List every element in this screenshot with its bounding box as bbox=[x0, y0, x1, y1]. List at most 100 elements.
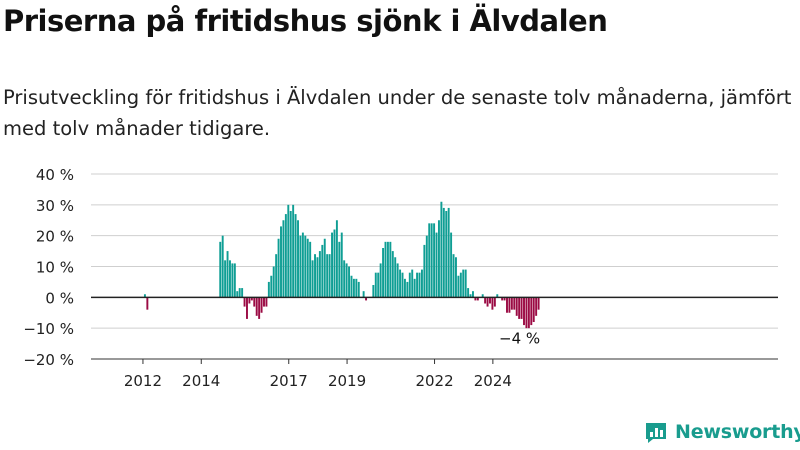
bar bbox=[508, 297, 511, 313]
x-tick-label: 2017 bbox=[270, 372, 308, 390]
bar bbox=[406, 281, 409, 298]
bar bbox=[386, 241, 389, 298]
bar bbox=[510, 297, 513, 310]
bar bbox=[338, 241, 341, 298]
bar bbox=[282, 220, 285, 298]
bar bbox=[493, 297, 496, 307]
bar bbox=[489, 297, 491, 304]
bar bbox=[413, 278, 416, 298]
y-tick-label: −20 % bbox=[23, 351, 74, 369]
brand-name: Newsworthy bbox=[675, 421, 800, 443]
bar bbox=[374, 272, 377, 298]
bar bbox=[403, 278, 406, 298]
bar bbox=[238, 288, 241, 298]
bar bbox=[306, 238, 309, 298]
bar bbox=[535, 297, 538, 316]
bar bbox=[297, 220, 299, 298]
bar bbox=[440, 201, 443, 298]
bar bbox=[318, 251, 321, 298]
bar bbox=[467, 288, 470, 298]
y-tick-label: 0 % bbox=[45, 289, 74, 307]
bar bbox=[503, 297, 506, 301]
bar bbox=[352, 278, 355, 298]
bar bbox=[267, 281, 270, 298]
bar bbox=[241, 288, 244, 298]
bar bbox=[372, 285, 375, 298]
bar bbox=[348, 266, 351, 298]
bar bbox=[496, 294, 499, 298]
bar bbox=[365, 297, 368, 301]
bar bbox=[459, 272, 462, 298]
bar bbox=[340, 232, 343, 298]
bar bbox=[416, 272, 419, 298]
bar bbox=[384, 241, 387, 298]
bar bbox=[331, 232, 333, 298]
bar bbox=[263, 297, 265, 307]
bar bbox=[401, 272, 404, 298]
y-tick-label: 40 % bbox=[36, 166, 74, 184]
bar bbox=[229, 260, 231, 298]
bar bbox=[450, 232, 453, 298]
bar bbox=[513, 297, 516, 310]
bar bbox=[428, 223, 431, 298]
bar bbox=[355, 278, 358, 298]
bar bbox=[233, 263, 236, 298]
bar bbox=[270, 275, 273, 298]
bar bbox=[272, 266, 275, 298]
bar bbox=[447, 207, 450, 298]
newsworthy-logo-icon bbox=[646, 423, 666, 443]
bar bbox=[462, 269, 465, 298]
bar bbox=[484, 297, 487, 304]
chart-subtitle: Prisutveckling för fritidshus i Älvdalen… bbox=[3, 86, 792, 140]
bar bbox=[258, 297, 261, 319]
bar bbox=[292, 204, 295, 298]
bar bbox=[231, 263, 234, 298]
bar bbox=[474, 297, 477, 301]
bar bbox=[537, 297, 540, 310]
bar bbox=[219, 241, 222, 298]
bar bbox=[260, 297, 263, 313]
bar bbox=[326, 254, 329, 298]
axis-labels: −20 % −10 % 0 % 10 % 20 % 30 % 40 % 2012 2014 201… bbox=[23, 166, 541, 390]
bar bbox=[486, 297, 489, 307]
bar bbox=[350, 275, 353, 298]
bar bbox=[501, 297, 504, 301]
bar bbox=[527, 297, 530, 329]
annotation-label: −4 % bbox=[499, 330, 540, 348]
price-change-chart: −20 % −10 % 0 % 10 % 20 % 30 % 40 % 2012 2014 201… bbox=[23, 166, 778, 390]
bar bbox=[408, 272, 411, 298]
y-tick-label: 30 % bbox=[36, 197, 74, 215]
bar bbox=[523, 297, 525, 326]
bar bbox=[253, 297, 256, 307]
y-tick-label: 20 % bbox=[36, 228, 74, 246]
bar bbox=[289, 211, 292, 298]
bar bbox=[506, 297, 508, 313]
bar bbox=[224, 260, 227, 298]
bar bbox=[472, 291, 474, 298]
newsworthy-logo[interactable]: Newsworthy bbox=[644, 420, 800, 444]
chart-title: Priserna på fritidshus sjönk i Älvdalen bbox=[3, 4, 608, 38]
bar bbox=[425, 235, 428, 298]
x-tick-label: 2019 bbox=[328, 372, 366, 390]
bars bbox=[143, 201, 540, 329]
x-tick-label: 2024 bbox=[474, 372, 512, 390]
x-tick-label: 2014 bbox=[182, 372, 220, 390]
bar bbox=[299, 235, 302, 298]
bar bbox=[377, 272, 380, 298]
x-tick-label: 2012 bbox=[124, 372, 162, 390]
bar bbox=[457, 275, 460, 298]
bar bbox=[491, 297, 494, 310]
bar bbox=[277, 238, 280, 298]
bar bbox=[345, 263, 348, 298]
bar bbox=[236, 291, 239, 298]
bar bbox=[379, 263, 382, 298]
x-tick-label: 2022 bbox=[415, 372, 453, 390]
bar bbox=[455, 257, 457, 298]
bar bbox=[423, 244, 426, 298]
bar bbox=[321, 244, 324, 298]
bar bbox=[399, 269, 402, 298]
bar bbox=[476, 297, 479, 301]
bar bbox=[343, 260, 346, 298]
bar bbox=[250, 297, 253, 301]
bar bbox=[394, 257, 397, 298]
